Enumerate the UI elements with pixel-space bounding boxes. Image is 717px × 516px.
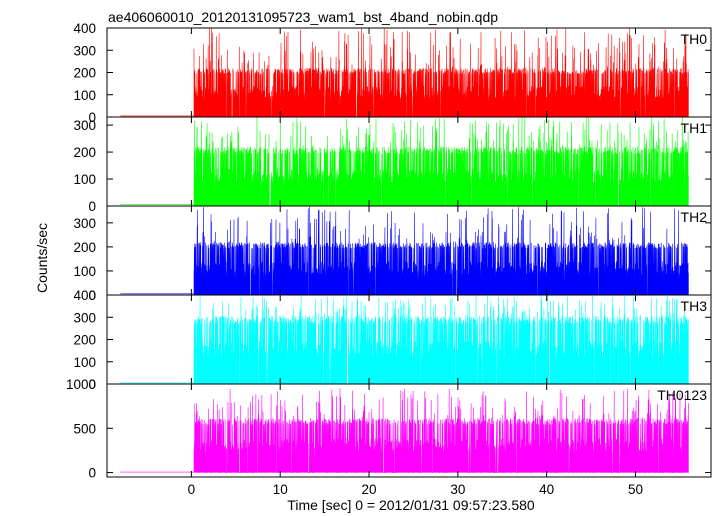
y-tick-label-th0: 0 bbox=[88, 110, 96, 125]
frames-layer bbox=[106, 27, 712, 478]
series-th1 bbox=[120, 116, 689, 207]
y-tick-label-th3: 100 bbox=[73, 355, 96, 370]
series-th0123 bbox=[120, 388, 689, 473]
series-th0 bbox=[120, 27, 689, 118]
y-tick-label-th0123: 0 bbox=[88, 466, 96, 481]
x-tick-label: 10 bbox=[273, 482, 288, 497]
y-tick-label-th2: 0 bbox=[88, 288, 96, 303]
y-tick-label-th0: 400 bbox=[73, 21, 96, 36]
y-tick-label-th1: 100 bbox=[73, 172, 96, 187]
y-tick-label-th0: 300 bbox=[73, 43, 96, 58]
panel-label-th0: TH0 bbox=[681, 31, 708, 47]
series-th2 bbox=[120, 206, 689, 296]
chart-title: ae406060010_20120131095723_wam1_bst_4ban… bbox=[108, 9, 498, 25]
panel-label-th1: TH1 bbox=[681, 120, 708, 136]
y-tick-label-th2: 200 bbox=[73, 240, 96, 255]
y-tick-label-th0: 200 bbox=[73, 66, 96, 81]
y-axis-label: Counts/sec bbox=[34, 223, 50, 293]
y-tick-label-th0: 100 bbox=[73, 88, 96, 103]
y-tick-label-th3: 200 bbox=[73, 333, 96, 348]
x-axis-label: Time [sec] 0 = 2012/01/31 09:57:23.580 bbox=[287, 497, 535, 513]
traces-layer bbox=[120, 27, 689, 473]
y-tick-label-th2: 300 bbox=[73, 216, 96, 231]
y-tick-label-th1: 0 bbox=[88, 199, 96, 214]
y-tick-label-th3: 400 bbox=[73, 288, 96, 303]
x-tick-label: 20 bbox=[362, 482, 377, 497]
y-tick-label-th0123: 1000 bbox=[66, 377, 96, 392]
panel-label-th3: TH3 bbox=[681, 298, 708, 314]
x-tick-label: 50 bbox=[628, 482, 643, 497]
x-tick-label: 0 bbox=[188, 482, 196, 497]
x-tick-label: 30 bbox=[450, 482, 465, 497]
y-tick-label-th2: 100 bbox=[73, 264, 96, 279]
series-th3 bbox=[120, 295, 689, 385]
panel-label-th2: TH2 bbox=[681, 209, 708, 225]
y-tick-label-th1: 300 bbox=[73, 118, 96, 133]
y-tick-label-th3: 300 bbox=[73, 310, 96, 325]
y-tick-label-th0123: 500 bbox=[73, 421, 96, 436]
y-tick-label-th1: 200 bbox=[73, 145, 96, 160]
y-tick-label-th3: 0 bbox=[88, 377, 96, 392]
x-tick-label: 40 bbox=[539, 482, 554, 497]
panel-frame-th0123 bbox=[106, 383, 712, 478]
panel-label-th0123: TH0123 bbox=[657, 387, 707, 403]
